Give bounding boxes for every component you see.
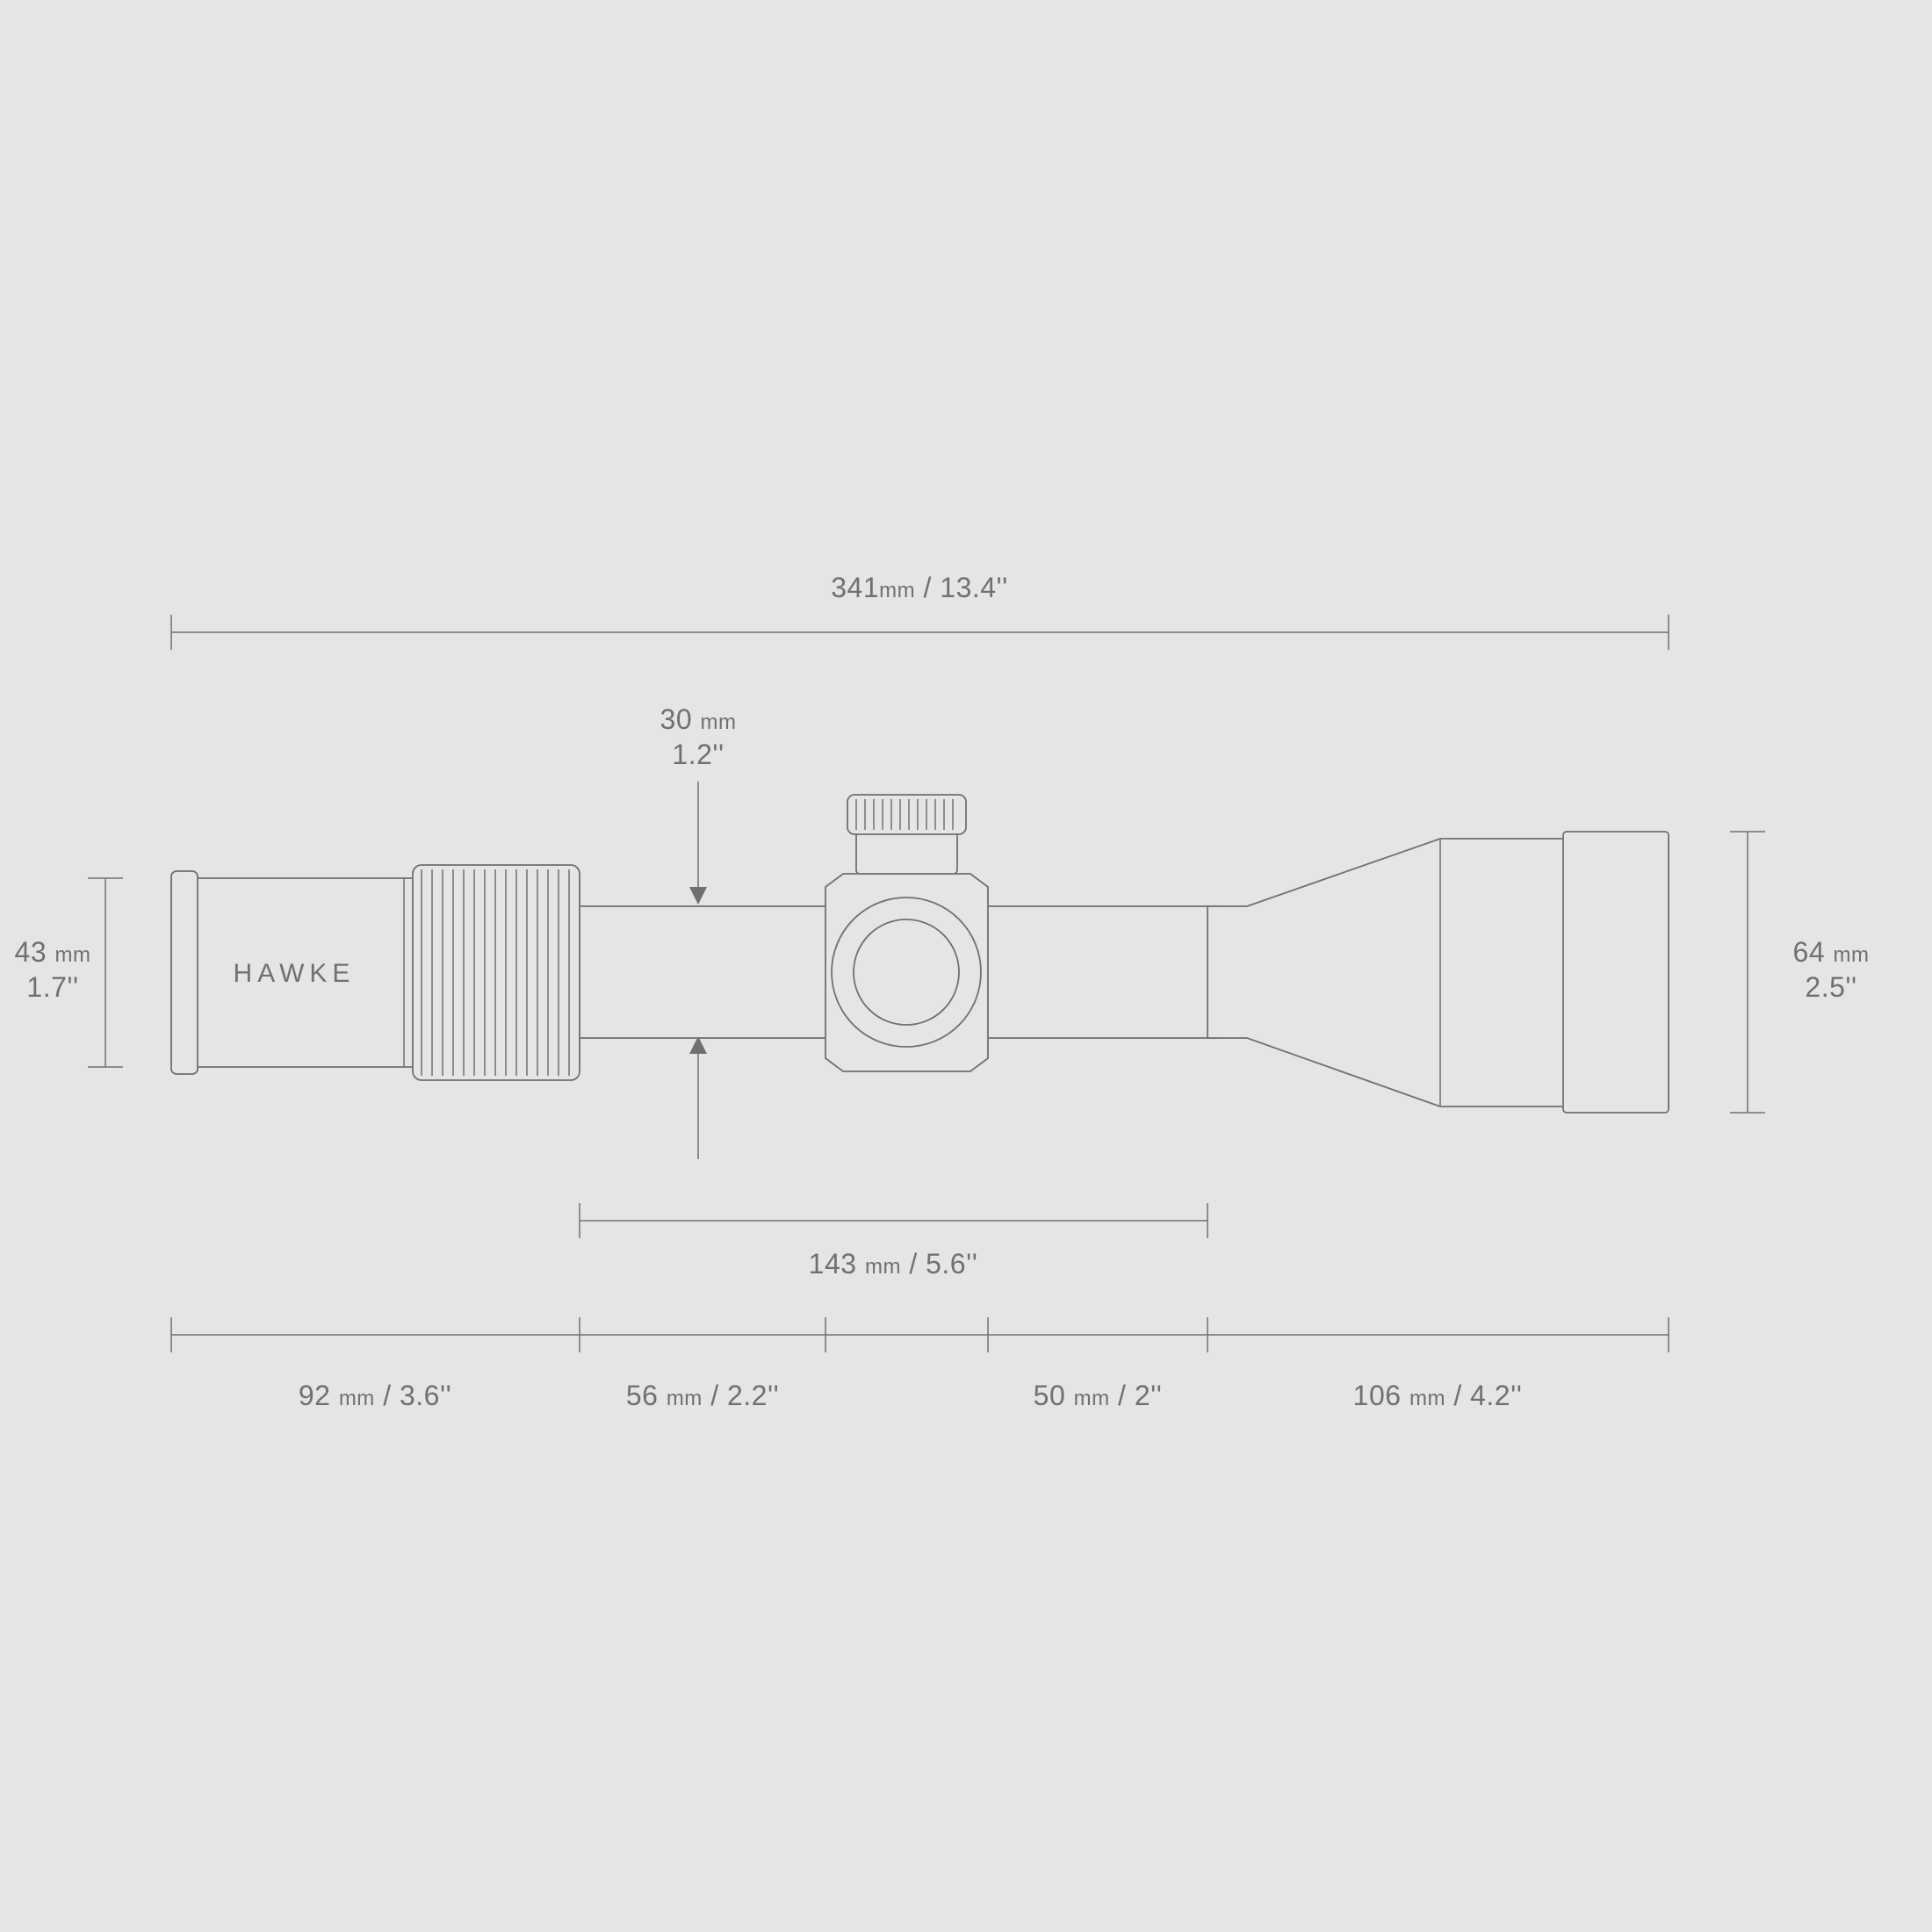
svg-text:30 mm: 30 mm <box>660 703 737 735</box>
seg4-inch: 4.2'' <box>1470 1380 1522 1411</box>
seg1-inch: 3.6'' <box>400 1380 451 1411</box>
seg4-mm-unit: mm <box>1409 1387 1445 1410</box>
seg1-mm: 92 <box>299 1380 331 1411</box>
total-length-inch: 13.4'' <box>940 572 1008 603</box>
tube-mm: 30 <box>660 703 693 735</box>
scope-body: HAWKE <box>171 795 1669 1113</box>
svg-text:56 mm / 2.2'': 56 mm / 2.2'' <box>626 1380 779 1411</box>
dim-total-length: 341mm / 13.4'' <box>171 572 1669 650</box>
total-length-mm: 341 <box>831 572 879 603</box>
svg-text:50 mm / 2'': 50 mm / 2'' <box>1034 1380 1163 1411</box>
seg3-mm-unit: mm <box>1074 1387 1110 1410</box>
dimension-diagram: 341mm / 13.4'' 43 mm 1.7'' 64 mm 2.5'' 3… <box>0 0 1932 1932</box>
dim-segments: 92 mm / 3.6'' 56 mm / 2.2'' 50 mm / 2'' … <box>171 1317 1669 1411</box>
svg-text:106 mm / 4.2'': 106 mm / 4.2'' <box>1353 1380 1523 1411</box>
svg-text:92 mm / 3.6'': 92 mm / 3.6'' <box>299 1380 451 1411</box>
dim-mount-length: 143 mm / 5.6'' <box>580 1203 1208 1280</box>
seg2-mm-unit: mm <box>667 1387 703 1410</box>
eyepiece-mm: 43 <box>15 936 47 968</box>
seg3-mm: 50 <box>1034 1380 1066 1411</box>
objective-inch: 2.5'' <box>1805 971 1856 1003</box>
seg2-inch: 2.2'' <box>727 1380 779 1411</box>
mount-mm-unit: mm <box>865 1255 901 1279</box>
svg-text:143 mm / 5.6'': 143 mm / 5.6'' <box>809 1248 978 1280</box>
eyepiece-inch: 1.7'' <box>26 971 78 1003</box>
seg3-inch: 2'' <box>1135 1380 1163 1411</box>
dim-eyepiece-dia: 43 mm 1.7'' <box>15 878 123 1067</box>
mount-inch: 5.6'' <box>926 1248 977 1280</box>
turret-saddle <box>825 795 988 1071</box>
seg2-mm: 56 <box>626 1380 659 1411</box>
dim-objective-dia: 64 mm 2.5'' <box>1730 832 1869 1113</box>
objective-mm: 64 <box>1793 936 1826 968</box>
svg-text:43 mm: 43 mm <box>15 936 91 968</box>
eyepiece-mm-unit: mm <box>55 943 91 967</box>
mount-mm: 143 <box>809 1248 857 1280</box>
tube-inch: 1.2'' <box>672 739 724 770</box>
total-length-mm-unit: mm <box>879 579 915 602</box>
seg4-mm: 106 <box>1353 1380 1402 1411</box>
objective-mm-unit: mm <box>1834 943 1870 967</box>
svg-text:64 mm: 64 mm <box>1793 936 1870 968</box>
brand-label: HAWKE <box>234 959 356 988</box>
seg1-mm-unit: mm <box>339 1387 375 1410</box>
tube-mm-unit: mm <box>701 710 737 734</box>
svg-text:341mm / 13.4'': 341mm / 13.4'' <box>831 572 1008 603</box>
